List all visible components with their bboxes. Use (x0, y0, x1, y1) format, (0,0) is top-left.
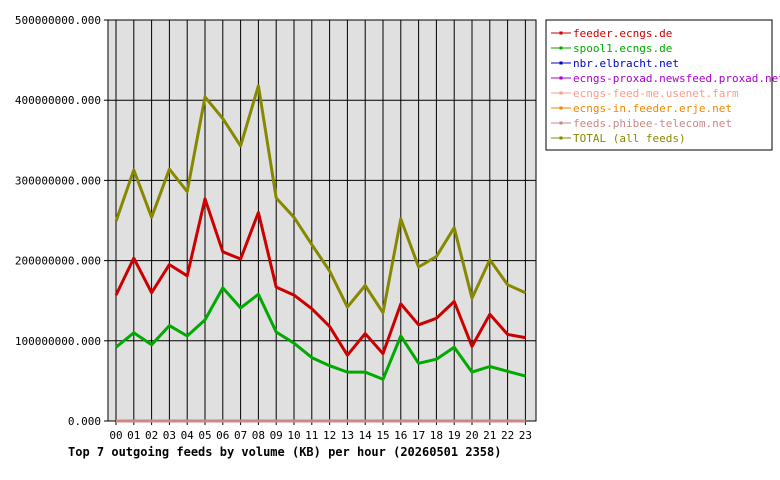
chart-title: Top 7 outgoing feeds by volume (KB) per … (68, 445, 501, 459)
plot-area (108, 20, 536, 421)
x-tick-label: 06 (216, 429, 229, 442)
legend-label: ecngs-in.feeder.erje.net (573, 102, 732, 115)
series-line-spool1-ecngs-de (115, 286, 526, 381)
legend-marker (559, 46, 563, 50)
x-axis: 00 01 02 03 04 05 06 07 08 09 10 11 12 13 14 15 16 17 18 19… (109, 421, 532, 442)
legend-label: feeds.phibee-telecom.net (573, 117, 732, 130)
x-tick-label: 16 (394, 429, 407, 442)
x-tick-label: 10 (287, 429, 300, 442)
legend-label: ecngs-proxad.newsfeed.proxad.net (573, 72, 780, 85)
y-tick-label: 0.000 (68, 415, 101, 428)
x-tick-label: 20 (465, 429, 478, 442)
x-tick-label: 23 (519, 429, 532, 442)
legend-label: ecngs-feed-me.usenet.farm (573, 87, 739, 100)
x-tick-label: 18 (430, 429, 443, 442)
legend-label: spool1.ecngs.de (573, 42, 672, 55)
x-tick-label: 14 (359, 429, 373, 442)
x-tick-label: 22 (501, 429, 514, 442)
legend-marker (559, 121, 563, 125)
legend-marker (559, 106, 563, 110)
series-line-feeder-ecngs-de (114, 197, 526, 357)
x-tick-label: 09 (270, 429, 283, 442)
series-line-total-all-feeds (114, 84, 527, 315)
x-tick-label: 03 (163, 429, 176, 442)
legend-marker (559, 76, 563, 80)
x-tick-label: 07 (234, 429, 247, 442)
legend-label: nbr.elbracht.net (573, 57, 679, 70)
legend-marker (559, 61, 563, 65)
y-tick-label: 500000000.000 (15, 14, 101, 27)
x-tick-label: 19 (448, 429, 461, 442)
y-axis: 0.000 100000000.000 200000000.000 300000000… (15, 14, 108, 428)
x-tick-label: 01 (127, 429, 140, 442)
x-tick-label: 11 (305, 429, 318, 442)
series-lines (114, 84, 527, 423)
legend-label: feeder.ecngs.de (573, 27, 672, 40)
x-tick-label: 08 (252, 429, 265, 442)
legend-marker (559, 31, 563, 35)
legend-marker (559, 136, 563, 140)
x-tick-label: 04 (181, 429, 195, 442)
y-tick-label: 300000000.000 (15, 174, 101, 187)
x-tick-label: 15 (376, 429, 389, 442)
y-tick-label: 100000000.000 (15, 335, 101, 348)
x-tick-label: 21 (483, 429, 496, 442)
x-tick-label: 00 (109, 429, 122, 442)
x-tick-label: 02 (145, 429, 158, 442)
x-tick-label: 17 (412, 429, 425, 442)
y-tick-label: 400000000.000 (15, 94, 101, 107)
legend-box (545, 19, 773, 151)
x-tick-label: 05 (198, 429, 211, 442)
x-tick-label: 12 (323, 429, 336, 442)
legend-label: TOTAL (all feeds) (573, 132, 686, 145)
y-tick-label: 200000000.000 (15, 255, 101, 268)
legend-marker (559, 91, 563, 95)
legend: feeder.ecngs.de spool1.ecngs.de nbr.elbrac… (545, 19, 780, 151)
x-tick-label: 13 (341, 429, 354, 442)
